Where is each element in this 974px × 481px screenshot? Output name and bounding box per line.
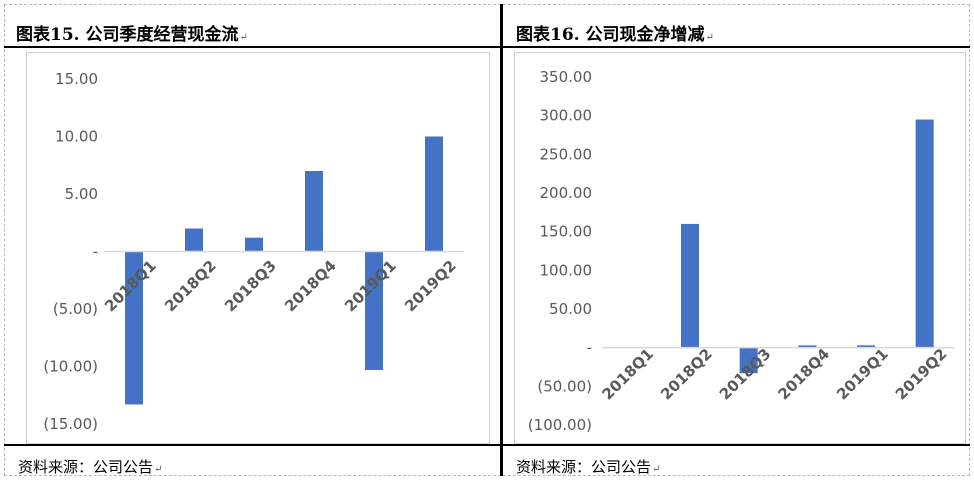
left-bar — [125, 251, 143, 405]
right-bar — [915, 119, 934, 348]
left-bar — [425, 136, 443, 252]
left-plot-area — [26, 52, 490, 444]
right-bar — [798, 345, 817, 348]
paragraph-mark-icon: ↵ — [705, 32, 714, 43]
right-ytick-label: 100.00 — [540, 261, 593, 279]
paragraph-mark-icon: ↵ — [239, 32, 248, 43]
right-ytick-label: (100.00) — [528, 416, 592, 434]
right-ytick-label: 200.00 — [540, 184, 593, 202]
right-bar — [681, 223, 699, 348]
left-ytick-label: 15.00 — [55, 70, 98, 88]
report-frame — [4, 4, 970, 476]
right-plot-area — [514, 52, 966, 444]
right-ytick-label: 300.00 — [540, 107, 593, 125]
left-ytick-label: (15.00) — [43, 415, 98, 433]
right-bar — [857, 345, 875, 348]
right-chart: 350.00 300.00 250.00 200.00 150.00 100.00 50.0… — [514, 52, 966, 444]
right-ytick-label: (50.00) — [537, 377, 592, 395]
left-ytick-label: 5.00 — [65, 185, 98, 203]
right-ytick-label: - — [587, 339, 592, 357]
paragraph-mark-icon: ↵ — [652, 464, 661, 475]
left-bar — [185, 228, 203, 252]
right-ytick-label: 350.00 — [540, 68, 593, 86]
left-ytick-label: - — [93, 243, 98, 261]
left-chart: 15.0010.005.00-(5.00)(10.00)(15.00)2018Q… — [26, 52, 490, 444]
left-figure-title: 图表15. 公司季度经营现金流↵ — [16, 20, 248, 45]
left-bar — [245, 237, 263, 252]
left-bar — [305, 171, 323, 252]
right-bar — [739, 347, 758, 374]
right-source-note: 资料来源：公司公告↵ — [516, 456, 660, 477]
right-title-text: 图表16. 公司现金净增减 — [516, 25, 705, 45]
left-source-text: 资料来源：公司公告 — [18, 458, 154, 476]
left-title-text: 图表15. 公司季度经营现金流 — [16, 25, 239, 45]
right-figure-title: 图表16. 公司现金净增减↵ — [516, 20, 714, 45]
left-panel: 图表15. 公司季度经营现金流↵ 15.00 10.00 5.00- (5.00) (1… — [4, 4, 502, 476]
right-ytick-label: 150.00 — [540, 223, 593, 241]
source-rule — [4, 444, 970, 446]
right-ytick-label: 250.00 — [540, 145, 593, 163]
paragraph-mark-icon: ↵ — [154, 464, 163, 475]
left-ytick-label: (10.00) — [43, 358, 98, 376]
left-ytick-label: 10.00 — [55, 128, 98, 146]
left-ytick-label: (5.00) — [53, 300, 98, 318]
right-panel: 图表16. 公司现金净增减↵ 350.00 300.00 250.00 200.00 1… — [502, 4, 970, 476]
right-source-text: 资料来源：公司公告 — [516, 458, 652, 476]
left-source-note: 资料来源：公司公告↵ — [18, 456, 162, 477]
title-rule — [4, 46, 970, 48]
right-ytick-label: 50.00 — [549, 300, 592, 318]
panel-divider — [500, 4, 503, 476]
left-bar — [365, 251, 383, 370]
